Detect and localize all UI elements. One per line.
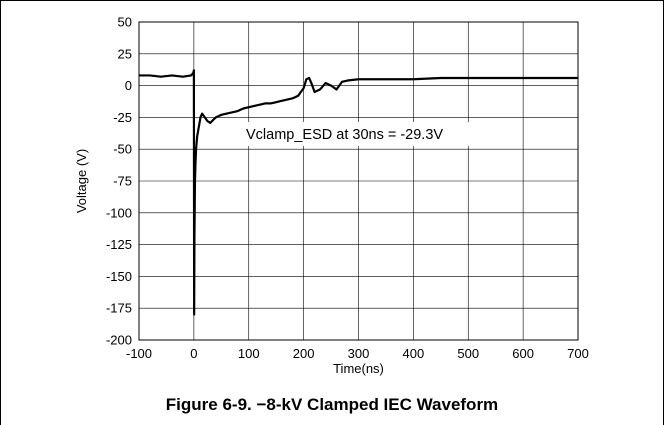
x-tick-label: 500 (457, 346, 479, 361)
y-tick-label: -75 (113, 174, 132, 189)
y-tick-label: -100 (106, 205, 132, 220)
voltage-waveform-chart: -100 0 100 200 300 400 500 600 700 50 25 0 -25 -50 -75… (74, 15, 589, 377)
y-tick-label: -125 (106, 237, 132, 252)
x-tick-label: 100 (238, 346, 260, 361)
y-tick-label: 50 (118, 15, 132, 30)
x-tick-label: 600 (512, 346, 534, 361)
frame-left-border (0, 0, 1, 425)
x-tick-label: -100 (126, 346, 152, 361)
x-tick-label: 400 (403, 346, 425, 361)
grid-lines (138, 21, 579, 341)
x-tick-label: 300 (348, 346, 370, 361)
y-axis-label: Voltage (V) (74, 149, 89, 213)
x-tick-label: 700 (567, 346, 589, 361)
plot-area-border (138, 21, 579, 341)
waveform-trace (139, 69, 578, 316)
frame-top-border (0, 0, 664, 1)
annotation-text: Vclamp_ESD at 30ns = -29.3V (246, 127, 443, 143)
y-tick-label: -200 (106, 333, 132, 348)
y-tick-label: -175 (106, 301, 132, 316)
axis-tick-labels: -100 0 100 200 300 400 500 600 700 50 25 0 -25 -50 -75… (106, 15, 589, 362)
y-tick-label: 25 (118, 46, 132, 61)
y-tick-label: -150 (106, 269, 132, 284)
y-tick-label: 0 (125, 78, 132, 93)
x-tick-label: 0 (190, 346, 197, 361)
annotation-box: Vclamp_ESD at 30ns = -29.3V (238, 122, 482, 146)
x-tick-label: 200 (293, 346, 315, 361)
x-axis-label: Time(ns) (333, 361, 384, 376)
figure-caption: Figure 6-9. −8-kV Clamped IEC Waveform (165, 395, 499, 414)
y-tick-label: -25 (113, 110, 132, 125)
y-tick-label: -50 (113, 142, 132, 157)
